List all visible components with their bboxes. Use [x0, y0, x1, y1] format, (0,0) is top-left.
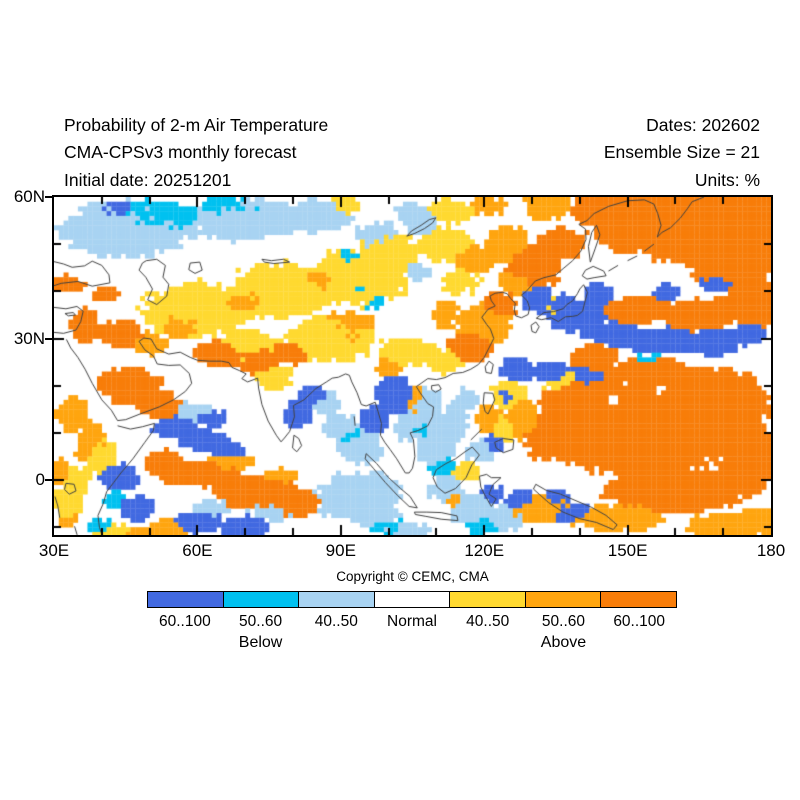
legend-label: 60..100 — [159, 613, 211, 630]
legend-swatch-normal — [373, 591, 451, 608]
x-axis-label-90E: 90E — [325, 541, 356, 560]
y-axis-label-30N: 30N — [13, 328, 45, 348]
legend-swatch-below-50-60 — [222, 591, 300, 608]
legend-group-spacer — [601, 633, 677, 652]
y-axis-tick — [45, 337, 52, 340]
legend-group-labels: Below Above — [147, 633, 677, 652]
legend-group-spacer — [374, 633, 450, 652]
header-left: Probability of 2-m Air Temperature CMA-C… — [64, 112, 328, 194]
legend-label: 50..60 — [239, 613, 283, 630]
x-axis-label-120E: 120E — [464, 541, 505, 560]
plot-title: Probability of 2-m Air Temperature — [64, 115, 329, 135]
units: Units: % — [694, 169, 760, 190]
y-axis-label-60N: 60N — [13, 187, 45, 206]
initial-date: Initial date: 20251201 — [64, 169, 232, 190]
legend-swatch-above-50-60 — [524, 591, 602, 608]
x-axis-label-180: 180 — [756, 541, 786, 560]
legend-label: 40..50 — [466, 613, 510, 630]
legend-group-spacer — [147, 633, 223, 652]
legend-colorbar — [147, 591, 678, 608]
x-axis-label-150E: 150E — [607, 541, 648, 560]
legend-category-labels: 60..100 50..60 40..50 Normal 40..50 50..60 60.… — [147, 612, 677, 631]
legend-swatch-below-40-50 — [298, 591, 375, 608]
legend-group-spacer — [298, 633, 374, 652]
legend-label: 40..50 — [314, 613, 358, 630]
x-axis-label-60E: 60E — [182, 541, 213, 560]
copyright-text: Copyright © CEMC, CMA — [336, 569, 489, 584]
legend-group-spacer — [450, 633, 526, 652]
map-frame — [52, 195, 773, 537]
y-axis-label-0: 0 — [35, 470, 45, 490]
legend-swatch-above-60-100 — [600, 591, 678, 608]
y-axis-tick — [45, 479, 52, 482]
legend-swatch-below-60-100 — [147, 591, 224, 608]
legend-label: Normal — [387, 613, 437, 630]
legend-label: 50..60 — [541, 613, 585, 630]
y-axis-tick — [45, 196, 52, 198]
legend-below-label: Below — [238, 634, 283, 651]
valid-dates: Dates: 202602 — [646, 115, 760, 135]
ensemble-size: Ensemble Size = 21 — [603, 142, 760, 163]
legend-swatch-above-40-50 — [449, 591, 526, 608]
legend-label: 60..100 — [613, 613, 666, 630]
legend-above-label: Above — [540, 634, 587, 651]
header-right: Dates: 202602 Ensemble Size = 21 Units: … — [604, 112, 760, 194]
x-axis-label-30E: 30E — [38, 541, 70, 560]
probability-map-canvas — [54, 197, 771, 535]
model-name: CMA-CPSv3 monthly forecast — [64, 142, 297, 163]
